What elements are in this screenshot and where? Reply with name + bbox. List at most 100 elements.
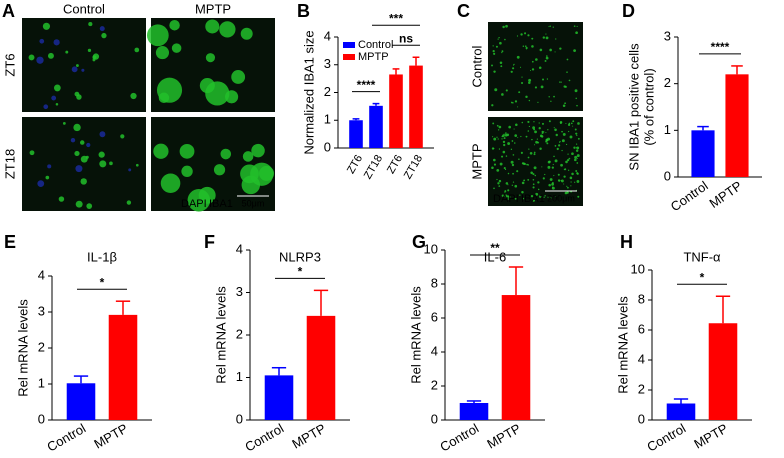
cell xyxy=(569,176,573,180)
cell xyxy=(521,121,524,124)
cell xyxy=(491,64,493,67)
cell xyxy=(502,140,506,144)
cell xyxy=(511,140,514,142)
cell xyxy=(533,121,535,123)
bar xyxy=(691,130,715,177)
row-label: ZT18 xyxy=(2,149,17,179)
cell xyxy=(513,128,515,130)
significance-label: **** xyxy=(357,78,376,92)
cell xyxy=(570,181,572,183)
cell xyxy=(572,125,574,127)
cell xyxy=(219,21,236,38)
chart-title: TNF-α xyxy=(683,249,721,264)
cell xyxy=(558,144,561,147)
cell xyxy=(520,135,522,138)
cell xyxy=(492,136,494,138)
chart-title: IL-6 xyxy=(484,249,506,264)
cell xyxy=(498,179,502,183)
cell xyxy=(548,120,551,123)
y-axis-label: Normalized IBA1 size xyxy=(301,30,316,154)
cell xyxy=(79,140,85,145)
cell xyxy=(563,85,566,88)
cell xyxy=(220,148,232,160)
cell xyxy=(568,79,571,82)
x-tick-label: Control xyxy=(644,421,688,455)
y-tick-label: 1 xyxy=(38,375,45,390)
bar xyxy=(306,315,336,420)
cell xyxy=(491,166,494,170)
cell xyxy=(120,134,125,139)
y-tick-label: 10 xyxy=(424,241,438,256)
row-label: ZT6 xyxy=(2,53,17,76)
cell xyxy=(542,36,546,39)
cell xyxy=(36,56,44,64)
cell xyxy=(548,96,550,98)
y-tick-label: 2 xyxy=(431,377,438,392)
cell xyxy=(560,163,563,167)
y-tick-label: 8 xyxy=(638,291,645,306)
cell xyxy=(555,133,558,137)
cell xyxy=(572,120,575,123)
cell xyxy=(542,177,545,180)
cell xyxy=(205,53,216,63)
row-label: MPTP xyxy=(469,143,484,179)
cell xyxy=(158,92,170,104)
cell xyxy=(181,165,193,178)
cell xyxy=(565,143,568,146)
significance-label: ns xyxy=(399,31,413,45)
cell xyxy=(526,163,528,166)
cell xyxy=(573,49,576,52)
cell xyxy=(574,181,576,183)
cell xyxy=(516,35,519,37)
x-tick-label: Control xyxy=(242,421,286,455)
panel-letter: G xyxy=(412,232,426,252)
cell xyxy=(557,173,560,176)
micrograph xyxy=(22,18,146,112)
bar xyxy=(369,105,383,148)
cell xyxy=(499,162,503,166)
cell xyxy=(560,179,564,183)
cell xyxy=(546,142,549,145)
y-axis-label: Rel mRNA levels xyxy=(615,296,630,394)
cell xyxy=(497,138,499,140)
cell xyxy=(521,181,525,185)
cell xyxy=(502,25,505,29)
cell xyxy=(505,24,508,28)
cell xyxy=(53,84,61,92)
cell xyxy=(576,162,579,164)
cell xyxy=(514,184,518,188)
y-tick-label: 4 xyxy=(236,241,243,256)
cell xyxy=(514,134,518,137)
cell xyxy=(514,100,518,103)
legend-label: Control xyxy=(358,39,393,51)
cell xyxy=(501,93,504,96)
cell xyxy=(28,54,35,61)
cell xyxy=(493,147,495,150)
cell xyxy=(544,59,547,62)
cell xyxy=(505,89,508,92)
stain-label: IBA1 xyxy=(521,193,545,205)
y-tick-label: 1 xyxy=(324,112,331,127)
cell xyxy=(510,148,513,151)
cell xyxy=(560,180,562,182)
cell xyxy=(527,130,530,132)
cell xyxy=(51,95,57,101)
cell xyxy=(507,195,510,198)
cell xyxy=(501,51,503,54)
y-tick-label: 4 xyxy=(38,267,45,282)
cell xyxy=(493,52,496,55)
cell xyxy=(492,122,495,125)
significance-label: * xyxy=(298,265,303,279)
bar xyxy=(66,383,96,420)
cell xyxy=(567,169,570,171)
cell xyxy=(576,146,580,150)
cell xyxy=(563,175,566,178)
cell xyxy=(134,47,140,53)
cell xyxy=(545,138,549,142)
cell xyxy=(98,151,105,158)
cell xyxy=(575,31,578,35)
cell xyxy=(99,26,105,32)
cell xyxy=(528,99,531,102)
y-axis-label: Rel mRNA levels xyxy=(15,299,30,397)
cell xyxy=(109,161,113,166)
